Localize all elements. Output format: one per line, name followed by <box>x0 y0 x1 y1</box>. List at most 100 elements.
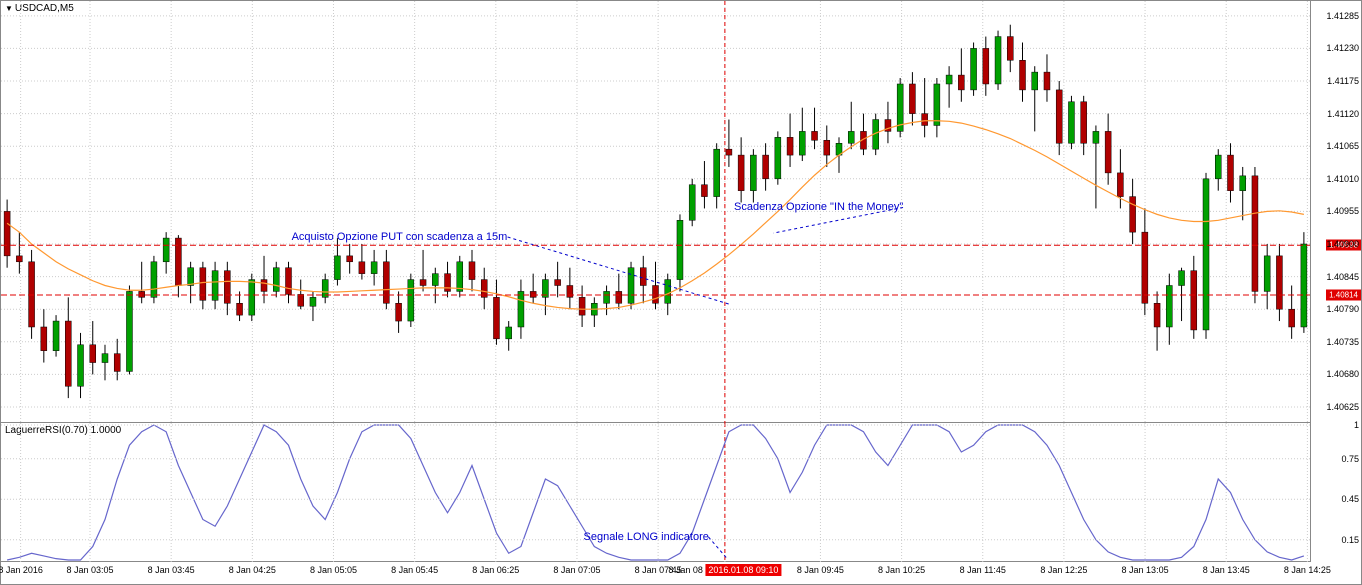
candle-body <box>653 285 659 303</box>
candle-body <box>285 268 291 295</box>
candle-body <box>1093 131 1099 143</box>
candle-body <box>432 274 438 286</box>
candle-body <box>1117 173 1123 197</box>
ytick-label: 1.41285 <box>1326 11 1359 21</box>
y-axis-main: 1.408981.408141.406251.406801.407351.407… <box>1310 1 1362 423</box>
candle-body <box>4 211 10 255</box>
candle-body <box>114 354 120 372</box>
candle-body <box>1142 232 1148 303</box>
candle-body <box>763 155 769 179</box>
xtick-label: 8 Jan 12:25 <box>1040 565 1087 575</box>
xtick-highlight: 2016.01.08 09:10 <box>705 564 781 576</box>
main-price-chart[interactable]: ▼ USDCAD,M5 <box>1 1 1310 423</box>
candle-body <box>922 114 928 126</box>
candle-body <box>983 48 989 84</box>
candle-body <box>102 354 108 363</box>
candle-body <box>457 262 463 292</box>
ytick-label: 1.40790 <box>1326 304 1359 314</box>
candle-body <box>383 262 389 303</box>
candle-body <box>1252 176 1258 292</box>
ytick-label: 1.40625 <box>1326 402 1359 412</box>
candle-body <box>1020 60 1026 90</box>
annotation-label: Scadenza Opzione "IN the Money" <box>734 201 903 213</box>
candle-body <box>909 84 915 114</box>
candle-body <box>958 75 964 90</box>
candle-body <box>310 297 316 306</box>
candle-body <box>1264 256 1270 292</box>
candle-body <box>726 149 732 155</box>
ytick-label: 0.45 <box>1341 494 1359 504</box>
candle-body <box>53 321 59 351</box>
candle-body <box>1240 176 1246 191</box>
candle-body <box>1068 102 1074 143</box>
candle-body <box>347 256 353 262</box>
annotation-label: Acquisto Opzione PUT con scadenza a 15m <box>292 231 508 243</box>
xtick-label: 8 Jan 05:05 <box>310 565 357 575</box>
candle-body <box>1301 244 1307 327</box>
candle-body <box>224 271 230 304</box>
xtick-label: 8 Jan 13:05 <box>1122 565 1169 575</box>
candle-body <box>1289 309 1295 327</box>
candle-body <box>677 220 683 279</box>
candle-body <box>445 274 451 292</box>
ytick-label: 1.40845 <box>1326 272 1359 282</box>
candle-body <box>518 291 524 327</box>
candle-body <box>971 48 977 89</box>
candle-body <box>16 256 22 262</box>
candle-body <box>298 294 304 306</box>
candle-body <box>65 321 71 386</box>
candle-body <box>139 291 145 297</box>
ytick-label: 1.41120 <box>1327 109 1359 119</box>
candle-body <box>1227 155 1233 191</box>
candle-body <box>604 291 610 303</box>
ytick-label: 0.15 <box>1341 535 1359 545</box>
candle-body <box>628 268 634 304</box>
candle-body <box>824 140 830 155</box>
xtick-label: 8 Jan 08 2016.01.08 09:10 <box>668 565 781 575</box>
candle-body <box>408 280 414 321</box>
candle-body <box>579 297 585 315</box>
ytick-label: 1.40900 <box>1326 239 1359 249</box>
main-chart-svg <box>1 1 1310 423</box>
candle-body <box>1215 155 1221 179</box>
xtick-label: 8 Jan 10:25 <box>878 565 925 575</box>
candle-body <box>714 149 720 196</box>
candle-body <box>1179 271 1185 286</box>
ytick-label: 1.40955 <box>1326 206 1359 216</box>
candle-body <box>799 131 805 155</box>
candle-body <box>1081 102 1087 143</box>
candle-body <box>530 291 536 297</box>
candle-body <box>1056 90 1062 143</box>
candle-body <box>1276 256 1282 309</box>
xtick-label: 8 Jan 03:45 <box>148 565 195 575</box>
ytick-label: 0.75 <box>1341 454 1359 464</box>
xtick-label: 8 Jan 2016 <box>0 565 43 575</box>
candle-body <box>995 37 1001 84</box>
candle-body <box>469 262 475 280</box>
candle-body <box>946 75 952 84</box>
candle-body <box>371 262 377 274</box>
candle-body <box>212 271 218 301</box>
annotation-label: Segnale LONG indicatore <box>584 531 709 543</box>
candle-body <box>555 280 561 286</box>
price-badge: 1.40814 <box>1326 289 1361 300</box>
candle-body <box>493 297 499 338</box>
ytick-label: 1.41065 <box>1326 141 1359 151</box>
candle-body <box>1191 271 1197 330</box>
ytick-label: 1.41175 <box>1327 76 1359 86</box>
candle-body <box>934 84 940 125</box>
xtick-label: 8 Jan 13:45 <box>1203 565 1250 575</box>
candle-body <box>41 327 47 351</box>
candle-body <box>261 280 267 292</box>
candle-body <box>640 268 646 286</box>
ytick-label: 1.41230 <box>1326 43 1359 53</box>
candle-body <box>249 280 255 316</box>
candle-body <box>1154 303 1160 327</box>
candle-body <box>396 303 402 321</box>
xtick-label: 8 Jan 07:05 <box>553 565 600 575</box>
candle-body <box>750 155 756 191</box>
candle-body <box>1044 72 1050 90</box>
candle-body <box>151 262 157 298</box>
candle-body <box>1203 179 1209 330</box>
ytick-label: 1 <box>1354 420 1359 430</box>
